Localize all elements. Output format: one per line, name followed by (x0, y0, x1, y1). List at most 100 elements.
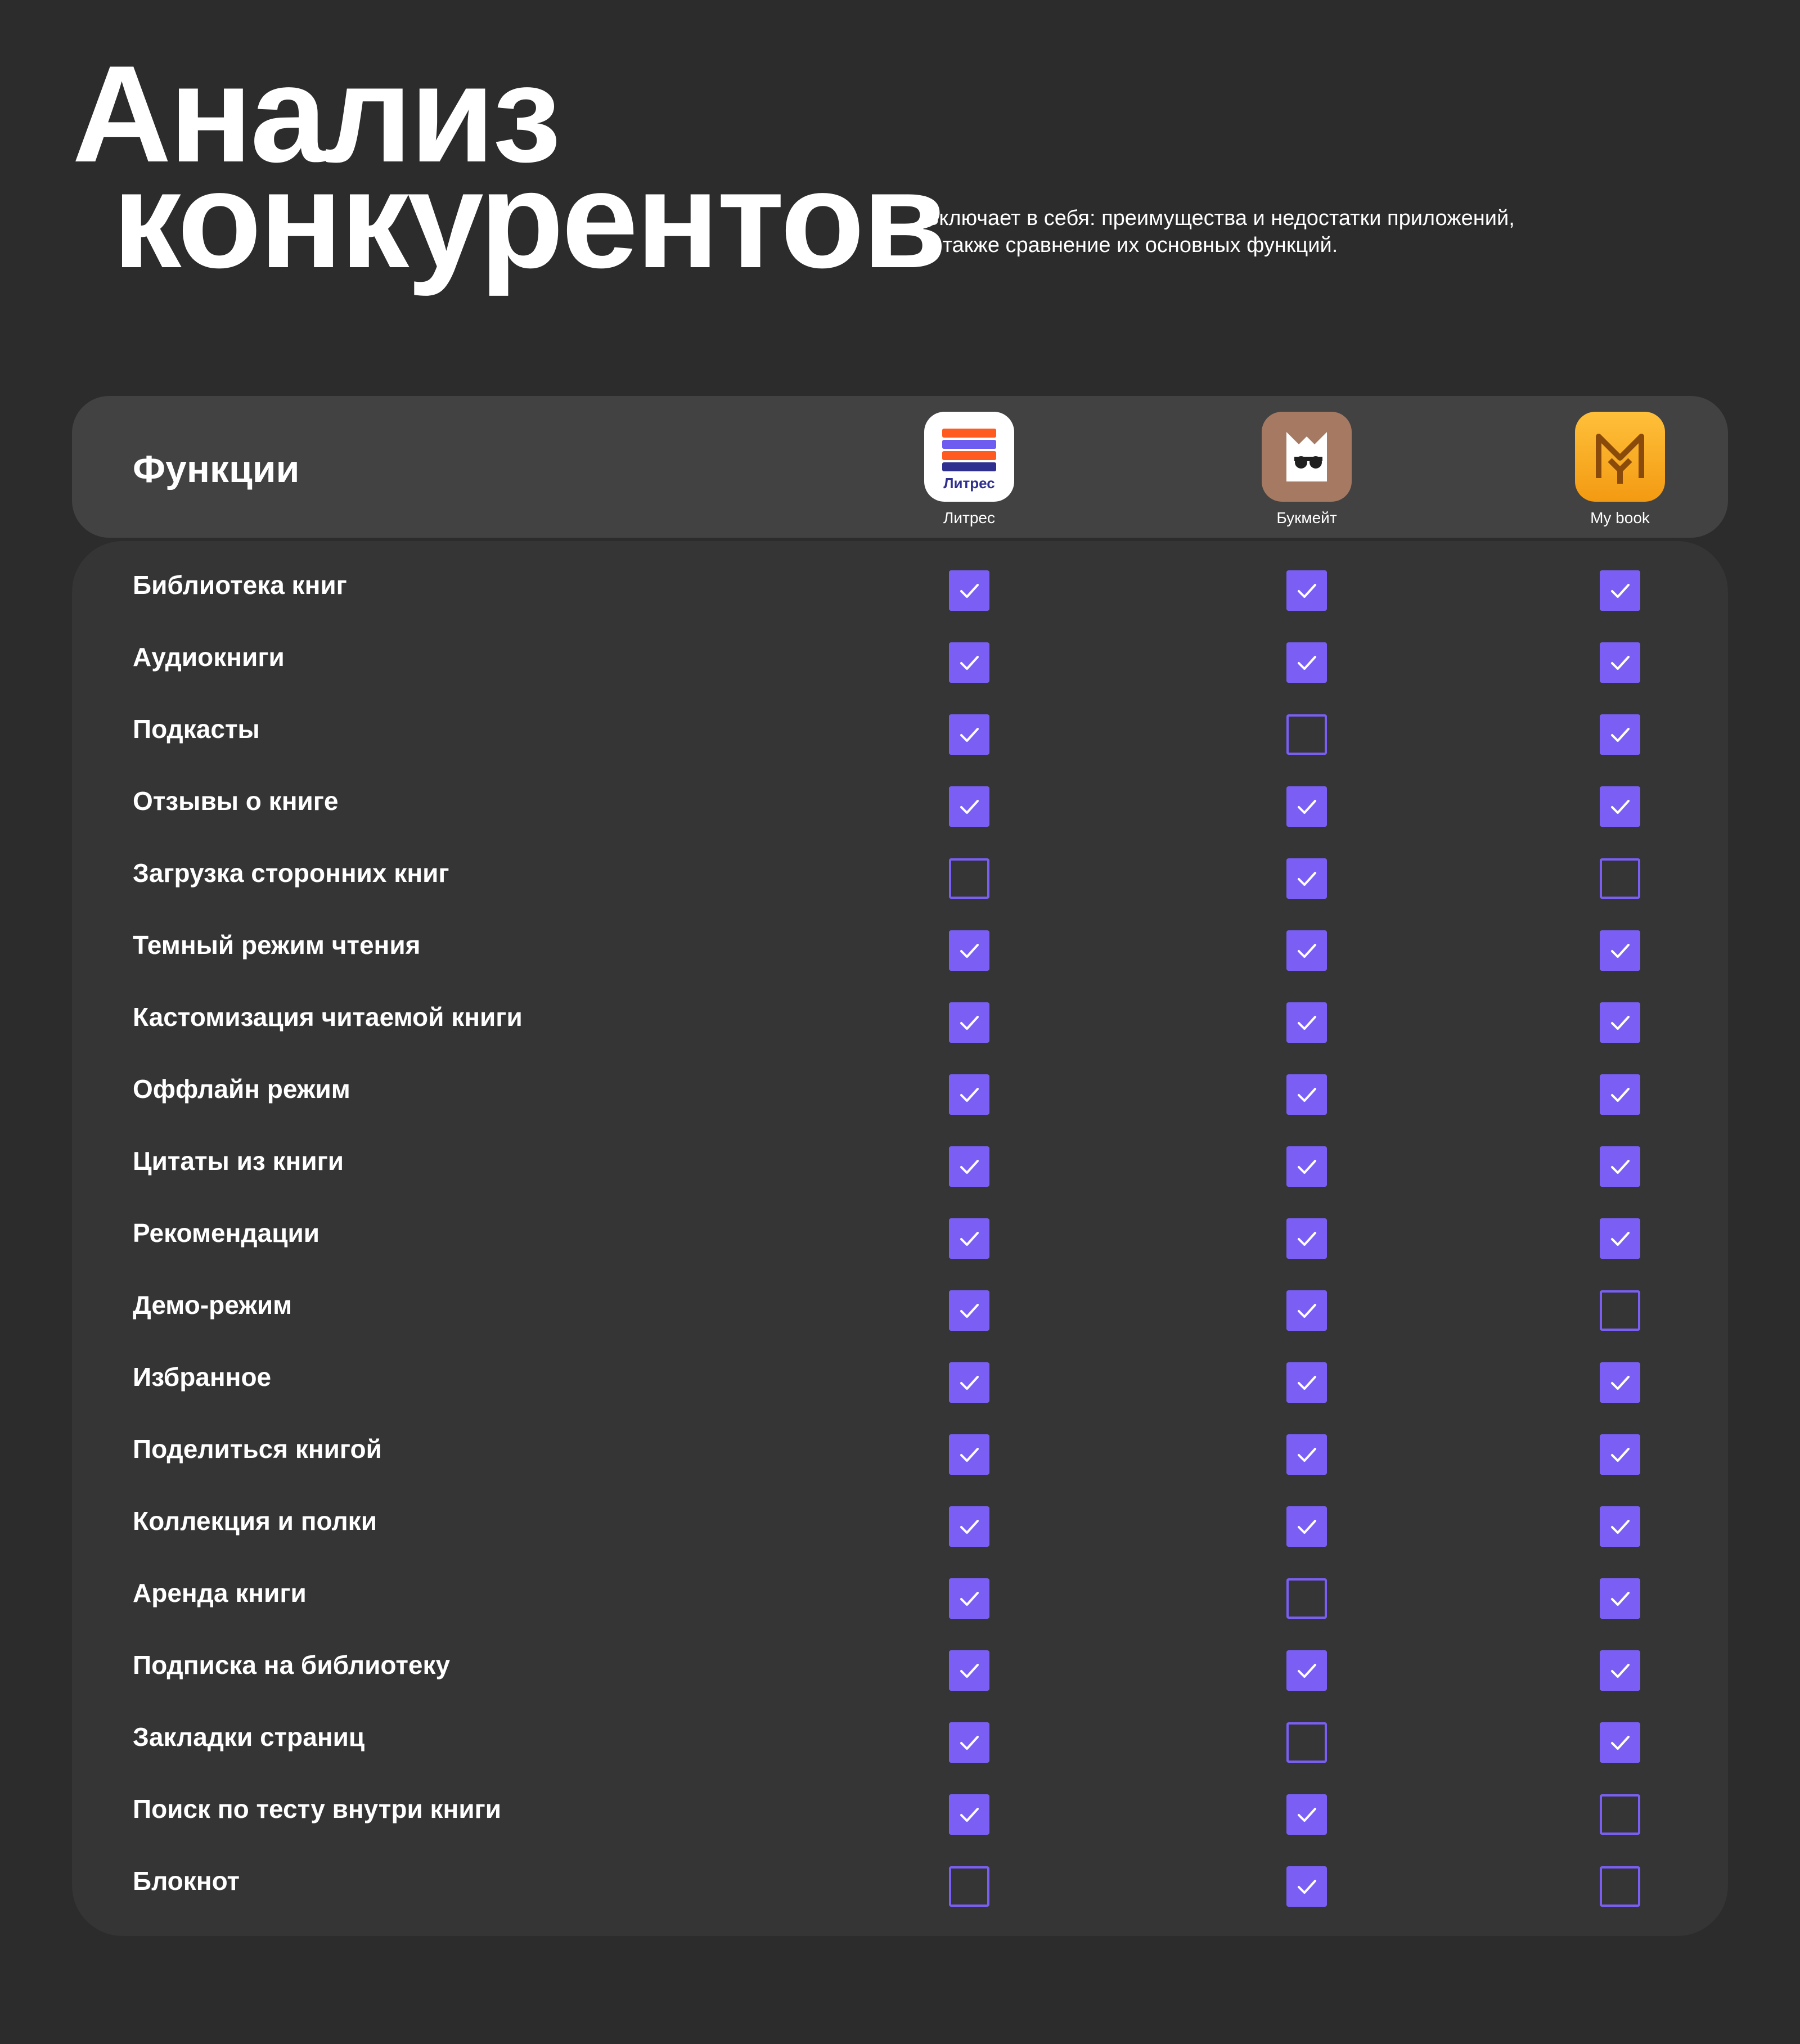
checkbox-checked[interactable] (949, 1074, 989, 1115)
checkbox-checked[interactable] (949, 930, 989, 971)
feature-label: Поделиться книгой (133, 1434, 382, 1464)
checkbox-checked[interactable] (1286, 1290, 1327, 1331)
checkbox-checked[interactable] (1286, 570, 1327, 611)
checkbox-checked[interactable] (1600, 642, 1640, 683)
checkbox-checked[interactable] (1600, 1722, 1640, 1763)
checkbox-checked[interactable] (1286, 1794, 1327, 1835)
checkbox-unchecked[interactable] (1600, 1794, 1640, 1835)
app-name-bookmate: Букмейт (1276, 509, 1337, 526)
feature-label: Отзывы о книге (133, 786, 339, 816)
table-row: Демо-режим (0, 1269, 1800, 1341)
table-row: Подписка на библиотеку (0, 1629, 1800, 1701)
checkbox-checked[interactable] (949, 570, 989, 611)
table-row: Загрузка сторонних книг (0, 837, 1800, 909)
checkbox-checked[interactable] (949, 1722, 989, 1763)
feature-label: Цитаты из книги (133, 1146, 344, 1176)
checkbox-checked[interactable] (1286, 1650, 1327, 1691)
checkbox-checked[interactable] (949, 1362, 989, 1403)
checkbox-checked[interactable] (949, 1650, 989, 1691)
table-row: Кастомизация читаемой книги (0, 981, 1800, 1053)
feature-label: Закладки страниц (133, 1722, 365, 1752)
checkbox-checked[interactable] (1600, 1650, 1640, 1691)
checkbox-checked[interactable] (949, 1146, 989, 1187)
svg-text:Литрес: Литрес (943, 475, 994, 492)
app-name-mybook: My book (1590, 509, 1650, 526)
table-row: Цитаты из книги (0, 1125, 1800, 1197)
table-row: Поиск по тесту внутри книги (0, 1773, 1800, 1845)
app-column-bookmate: Букмейт (1222, 412, 1391, 528)
checkbox-checked[interactable] (949, 786, 989, 827)
checkbox-checked[interactable] (1286, 786, 1327, 827)
subtitle-line1: Включает в себя: преимущества и недостат… (925, 206, 1515, 230)
checkbox-unchecked[interactable] (949, 1866, 989, 1907)
checkbox-unchecked[interactable] (1600, 858, 1640, 899)
app-name-litres: Литрес (943, 509, 995, 526)
table-row: Рекомендации (0, 1197, 1800, 1269)
table-row: Поделиться книгой (0, 1413, 1800, 1485)
feature-label: Кастомизация читаемой книги (133, 1002, 523, 1032)
checkbox-checked[interactable] (1286, 1434, 1327, 1475)
feature-label: Демо-режим (133, 1290, 292, 1320)
checkbox-checked[interactable] (949, 1794, 989, 1835)
checkbox-checked[interactable] (1600, 786, 1640, 827)
checkbox-checked[interactable] (949, 1434, 989, 1475)
table-row: Отзывы о книге (0, 765, 1800, 837)
table-row: Оффлайн режим (0, 1053, 1800, 1125)
checkbox-checked[interactable] (1600, 1002, 1640, 1043)
page-title-line1: Анализ (72, 37, 561, 191)
checkbox-unchecked[interactable] (1600, 1290, 1640, 1331)
checkbox-checked[interactable] (1600, 570, 1640, 611)
checkbox-checked[interactable] (949, 1218, 989, 1259)
checkbox-checked[interactable] (1286, 858, 1327, 899)
checkbox-checked[interactable] (1600, 1362, 1640, 1403)
checkbox-checked[interactable] (949, 714, 989, 755)
checkbox-checked[interactable] (1600, 1578, 1640, 1619)
checkbox-checked[interactable] (1600, 1506, 1640, 1547)
table-row: Подкасты (0, 693, 1800, 765)
checkbox-checked[interactable] (1286, 1506, 1327, 1547)
page-subtitle: Включает в себя: преимущества и недостат… (925, 205, 1515, 259)
features-table (72, 541, 1728, 1936)
checkbox-unchecked[interactable] (1600, 1866, 1640, 1907)
functions-header-label: Функции (133, 448, 300, 490)
checkbox-checked[interactable] (1286, 930, 1327, 971)
checkbox-checked[interactable] (1600, 1074, 1640, 1115)
checkbox-checked[interactable] (1600, 1434, 1640, 1475)
checkbox-checked[interactable] (1286, 1002, 1327, 1043)
checkbox-checked[interactable] (949, 1578, 989, 1619)
checkbox-unchecked[interactable] (1286, 1722, 1327, 1763)
checkbox-unchecked[interactable] (1286, 1578, 1327, 1619)
checkbox-checked[interactable] (1286, 1362, 1327, 1403)
checkbox-checked[interactable] (949, 642, 989, 683)
checkbox-checked[interactable] (1600, 714, 1640, 755)
feature-label: Оффлайн режим (133, 1074, 350, 1104)
checkbox-unchecked[interactable] (949, 858, 989, 899)
feature-label: Поиск по тесту внутри книги (133, 1794, 502, 1824)
checkbox-checked[interactable] (1286, 1074, 1327, 1115)
table-header-card (72, 396, 1728, 538)
checkbox-checked[interactable] (949, 1506, 989, 1547)
checkbox-checked[interactable] (1600, 1146, 1640, 1187)
feature-label: Темный режим чтения (133, 930, 421, 960)
feature-label: Загрузка сторонних книг (133, 858, 449, 888)
mybook-logo-icon (1575, 412, 1665, 502)
checkbox-checked[interactable] (1286, 1218, 1327, 1259)
checkbox-checked[interactable] (949, 1002, 989, 1043)
page-title-line2: конкурентов (112, 142, 947, 296)
checkbox-checked[interactable] (1600, 930, 1640, 971)
table-row: Избранное (0, 1341, 1800, 1413)
checkbox-checked[interactable] (1286, 1146, 1327, 1187)
checkbox-checked[interactable] (949, 1290, 989, 1331)
feature-label: Рекомендации (133, 1218, 320, 1248)
checkbox-unchecked[interactable] (1286, 714, 1327, 755)
table-row: Блокнот (0, 1845, 1800, 1917)
app-column-litres: Литрес Литрес (885, 412, 1054, 528)
checkbox-checked[interactable] (1286, 1866, 1327, 1907)
app-column-mybook: My book (1536, 412, 1704, 528)
feature-label: Блокнот (133, 1866, 240, 1896)
checkbox-checked[interactable] (1286, 642, 1327, 683)
feature-label: Библиотека книг (133, 570, 347, 600)
litres-logo-icon: Литрес (924, 412, 1014, 502)
feature-label: Избранное (133, 1362, 272, 1392)
checkbox-checked[interactable] (1600, 1218, 1640, 1259)
